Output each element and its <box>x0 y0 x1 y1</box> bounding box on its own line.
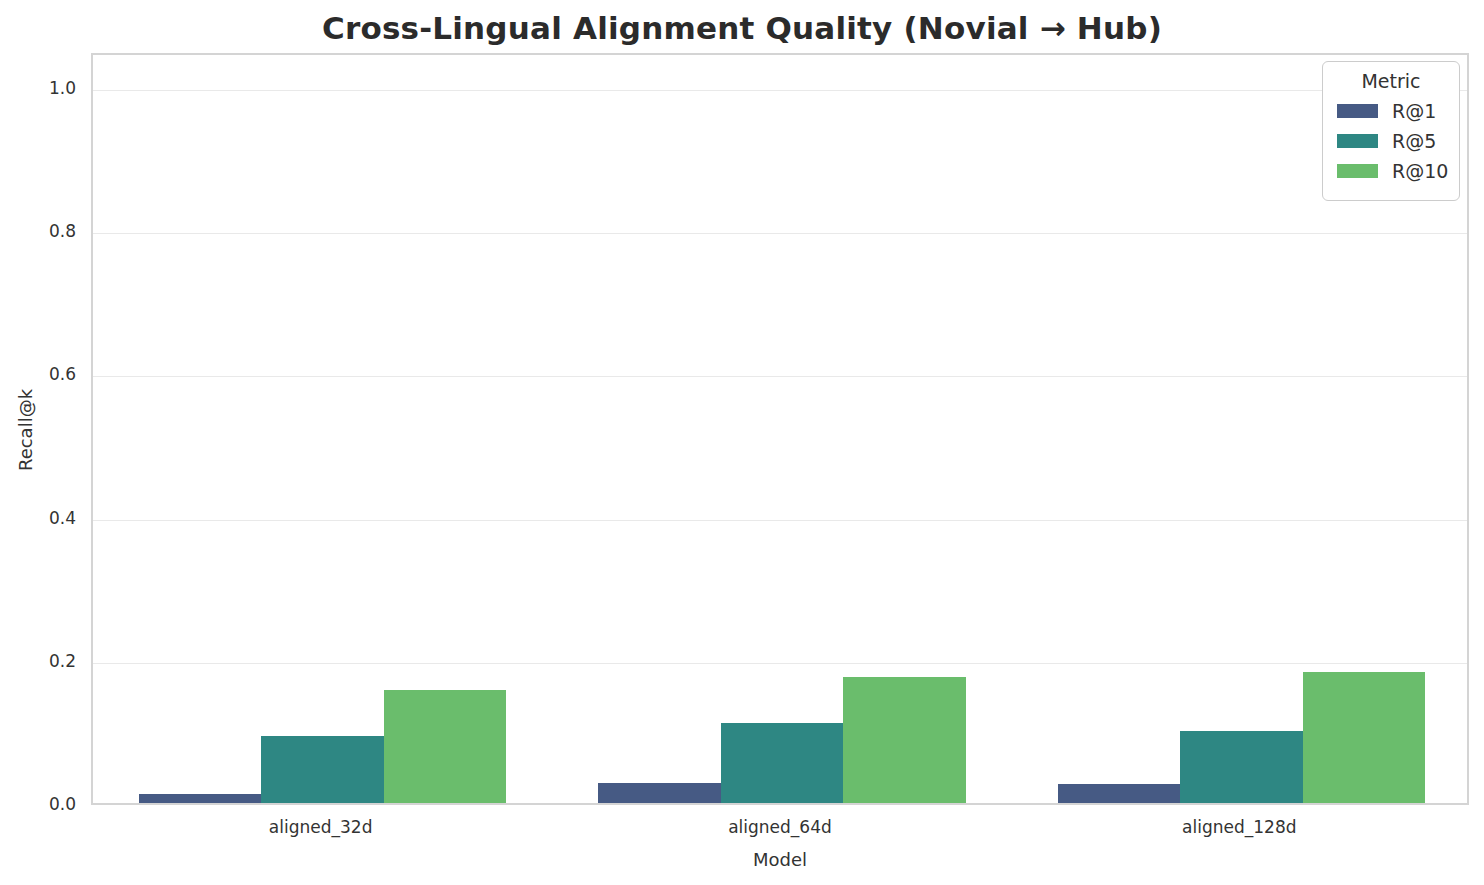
legend: Metric R@1 R@5 R@10 <box>1322 61 1460 201</box>
legend-entry-R@1: R@1 <box>1337 100 1447 122</box>
plot-area <box>91 53 1469 805</box>
gridline <box>93 520 1467 521</box>
gridline <box>93 663 1467 664</box>
bar-R@5-aligned_64d <box>721 723 843 803</box>
bar-R@10-aligned_32d <box>384 690 506 803</box>
y-tick-label: 0.2 <box>0 651 76 671</box>
gridline <box>93 233 1467 234</box>
bar-R@10-aligned_128d <box>1303 672 1425 803</box>
y-tick-label: 0.0 <box>0 794 76 814</box>
gridline <box>93 376 1467 377</box>
gridline <box>93 90 1467 91</box>
chart-figure: Cross-Lingual Alignment Quality (Novial … <box>0 0 1484 885</box>
legend-swatch-icon <box>1337 134 1378 148</box>
bar-R@10-aligned_64d <box>843 677 965 803</box>
x-axis-label: Model <box>753 849 807 870</box>
bar-R@1-aligned_32d <box>139 794 261 803</box>
legend-entry-R@5: R@5 <box>1337 130 1447 152</box>
legend-swatch-icon <box>1337 164 1378 178</box>
bar-R@1-aligned_128d <box>1058 784 1180 803</box>
y-tick-label: 0.4 <box>0 508 76 528</box>
x-tick-label: aligned_64d <box>728 817 832 837</box>
bar-R@5-aligned_128d <box>1180 731 1302 803</box>
x-tick-label: aligned_32d <box>269 817 373 837</box>
legend-items: R@1 R@5 R@10 <box>1335 100 1447 182</box>
y-axis-label: Recall@k <box>15 389 36 471</box>
legend-swatch-icon <box>1337 104 1378 118</box>
y-tick-label: 0.6 <box>0 364 76 384</box>
legend-label: R@1 <box>1392 100 1436 122</box>
legend-title: Metric <box>1335 70 1447 92</box>
legend-entry-R@10: R@10 <box>1337 160 1447 182</box>
bar-R@1-aligned_64d <box>598 783 720 803</box>
legend-label: R@10 <box>1392 160 1448 182</box>
chart-title: Cross-Lingual Alignment Quality (Novial … <box>0 10 1484 46</box>
bar-R@5-aligned_32d <box>261 736 383 803</box>
legend-label: R@5 <box>1392 130 1436 152</box>
x-tick-label: aligned_128d <box>1182 817 1296 837</box>
y-tick-label: 1.0 <box>0 78 76 98</box>
y-tick-label: 0.8 <box>0 221 76 241</box>
